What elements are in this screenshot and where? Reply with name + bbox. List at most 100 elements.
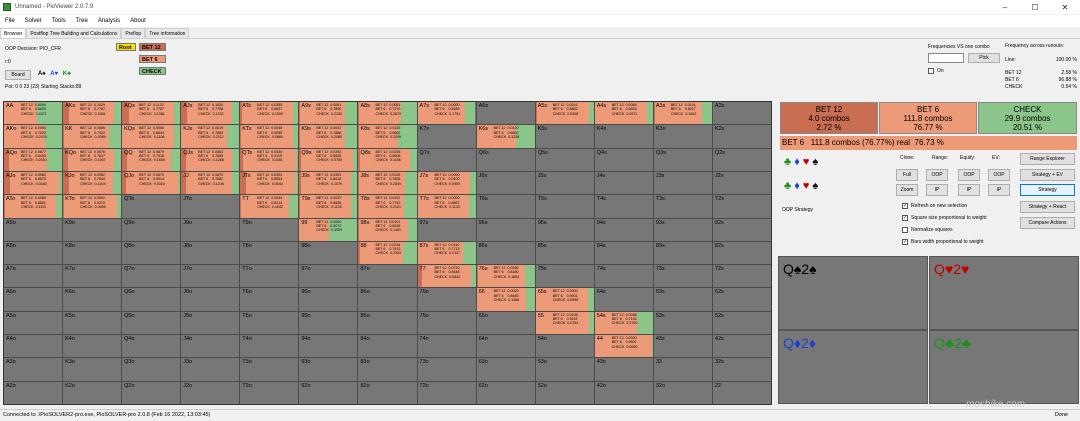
action-box-bet6[interactable]: BET 6 111.8 combos 76.77 % bbox=[879, 102, 977, 134]
on-checkbox-box[interactable] bbox=[928, 68, 934, 74]
hand-cell-K5s[interactable]: K5s bbox=[536, 125, 594, 147]
hand-cell-74o[interactable]: 74o bbox=[418, 335, 476, 357]
hand-cell-T8o[interactable]: T8o bbox=[240, 242, 298, 264]
hand-cell-QTo[interactable]: QTo bbox=[122, 195, 180, 217]
hand-cell-T5o[interactable]: T5o bbox=[240, 312, 298, 334]
hand-cell-A8o[interactable]: A8o bbox=[4, 242, 62, 264]
hand-cell-K8o[interactable]: K8o bbox=[63, 242, 121, 264]
hand-cell-72o[interactable]: 72o bbox=[418, 382, 476, 404]
hand-cell-Q5o[interactable]: Q5o bbox=[122, 312, 180, 334]
hand-cell-Q8o[interactable]: Q8o bbox=[122, 242, 180, 264]
hand-cell-J7o[interactable]: J7o bbox=[181, 265, 239, 287]
tab-tree-information[interactable]: Tree information bbox=[145, 28, 189, 38]
hand-cell-J2o[interactable]: J2o bbox=[181, 382, 239, 404]
hand-cell-96s[interactable]: 96s bbox=[477, 219, 535, 241]
bars-width-checkbox[interactable]: ✓Bars width proportional to weight bbox=[902, 239, 984, 245]
hand-cell-93o[interactable]: 93o bbox=[299, 358, 357, 380]
hand-cell-85s[interactable]: 85s bbox=[536, 242, 594, 264]
hand-cell-K2o[interactable]: K2o bbox=[63, 382, 121, 404]
hand-cell-J6s[interactable]: J6s bbox=[477, 172, 535, 194]
hand-cell-Q2s[interactable]: Q2s bbox=[713, 149, 771, 171]
hand-cell-64o[interactable]: 64o bbox=[477, 335, 535, 357]
hand-box-diamonds[interactable]: Q♦2♦ bbox=[778, 330, 928, 404]
hand-cell-86o[interactable]: 86o bbox=[358, 288, 416, 310]
hand-cell-T5s[interactable]: T5s bbox=[536, 195, 594, 217]
hand-cell-A2s[interactable]: A2s bbox=[713, 102, 771, 124]
hand-cell-J9o[interactable]: J9o bbox=[181, 219, 239, 241]
on-checkbox[interactable]: On bbox=[928, 68, 944, 74]
full-button[interactable]: Full bbox=[896, 169, 918, 181]
tab-browser[interactable]: Browser bbox=[0, 28, 26, 38]
hand-cell-43s[interactable]: 43s bbox=[654, 335, 712, 357]
hand-cell-53o[interactable]: 53o bbox=[536, 358, 594, 380]
hand-cell-K7s[interactable]: K7s bbox=[418, 125, 476, 147]
hand-cell-Q6s[interactable]: Q6s bbox=[477, 149, 535, 171]
hand-cell-32s[interactable]: 32s bbox=[713, 358, 771, 380]
heart-icon[interactable]: ♥ bbox=[803, 180, 810, 192]
close-button[interactable]: ✕ bbox=[1050, 3, 1080, 12]
hand-cell-84s[interactable]: 84s bbox=[595, 242, 653, 264]
hand-cell-82o[interactable]: 82o bbox=[358, 382, 416, 404]
menu-solver[interactable]: Solver bbox=[20, 15, 47, 27]
hand-cell-A6s[interactable]: A6s bbox=[477, 102, 535, 124]
hand-cell-95o[interactable]: 95o bbox=[299, 312, 357, 334]
hand-cell-Q3s[interactable]: Q3s bbox=[654, 149, 712, 171]
normalize-checkbox[interactable]: Normalize squares bbox=[902, 227, 953, 233]
normalize-checkbox-box[interactable] bbox=[902, 227, 908, 233]
hand-cell-J5s[interactable]: J5s bbox=[536, 172, 594, 194]
hand-cell-J5o[interactable]: J5o bbox=[181, 312, 239, 334]
hand-box-clubs[interactable]: Q♣2♣ bbox=[929, 330, 1079, 404]
equity-ip-button[interactable]: IP bbox=[958, 184, 980, 196]
hand-cell-A6o[interactable]: A6o bbox=[4, 288, 62, 310]
hand-cell-98o[interactable]: 98o bbox=[299, 242, 357, 264]
hand-cell-T9o[interactable]: T9o bbox=[240, 219, 298, 241]
hand-cell-Q3o[interactable]: Q3o bbox=[122, 358, 180, 380]
club-icon[interactable]: ♣ bbox=[784, 180, 791, 192]
square-size-checkbox[interactable]: ✓Square size proportional to weight bbox=[902, 215, 987, 221]
hand-cell-62s[interactable]: 62s bbox=[713, 288, 771, 310]
suit-row-1[interactable]: ♣♦♥♠ bbox=[784, 156, 821, 168]
menu-tree[interactable]: Tree bbox=[71, 15, 93, 27]
freq-input[interactable] bbox=[928, 53, 964, 63]
hand-cell-22[interactable]: 22 bbox=[713, 382, 771, 404]
tab-preflop[interactable]: Preflop bbox=[121, 28, 145, 38]
hand-cell-42o[interactable]: 42o bbox=[595, 382, 653, 404]
menu-about[interactable]: About bbox=[125, 15, 151, 27]
hand-cell-J3o[interactable]: J3o bbox=[181, 358, 239, 380]
action-box-bet12[interactable]: BET 12 4.0 combos 2.72 % bbox=[780, 102, 878, 134]
bars-width-checkbox-box[interactable]: ✓ bbox=[902, 239, 908, 245]
hand-cell-Q5s[interactable]: Q5s bbox=[536, 149, 594, 171]
hand-cell-86s[interactable]: 86s bbox=[477, 242, 535, 264]
hand-cell-65o[interactable]: 65o bbox=[477, 312, 535, 334]
